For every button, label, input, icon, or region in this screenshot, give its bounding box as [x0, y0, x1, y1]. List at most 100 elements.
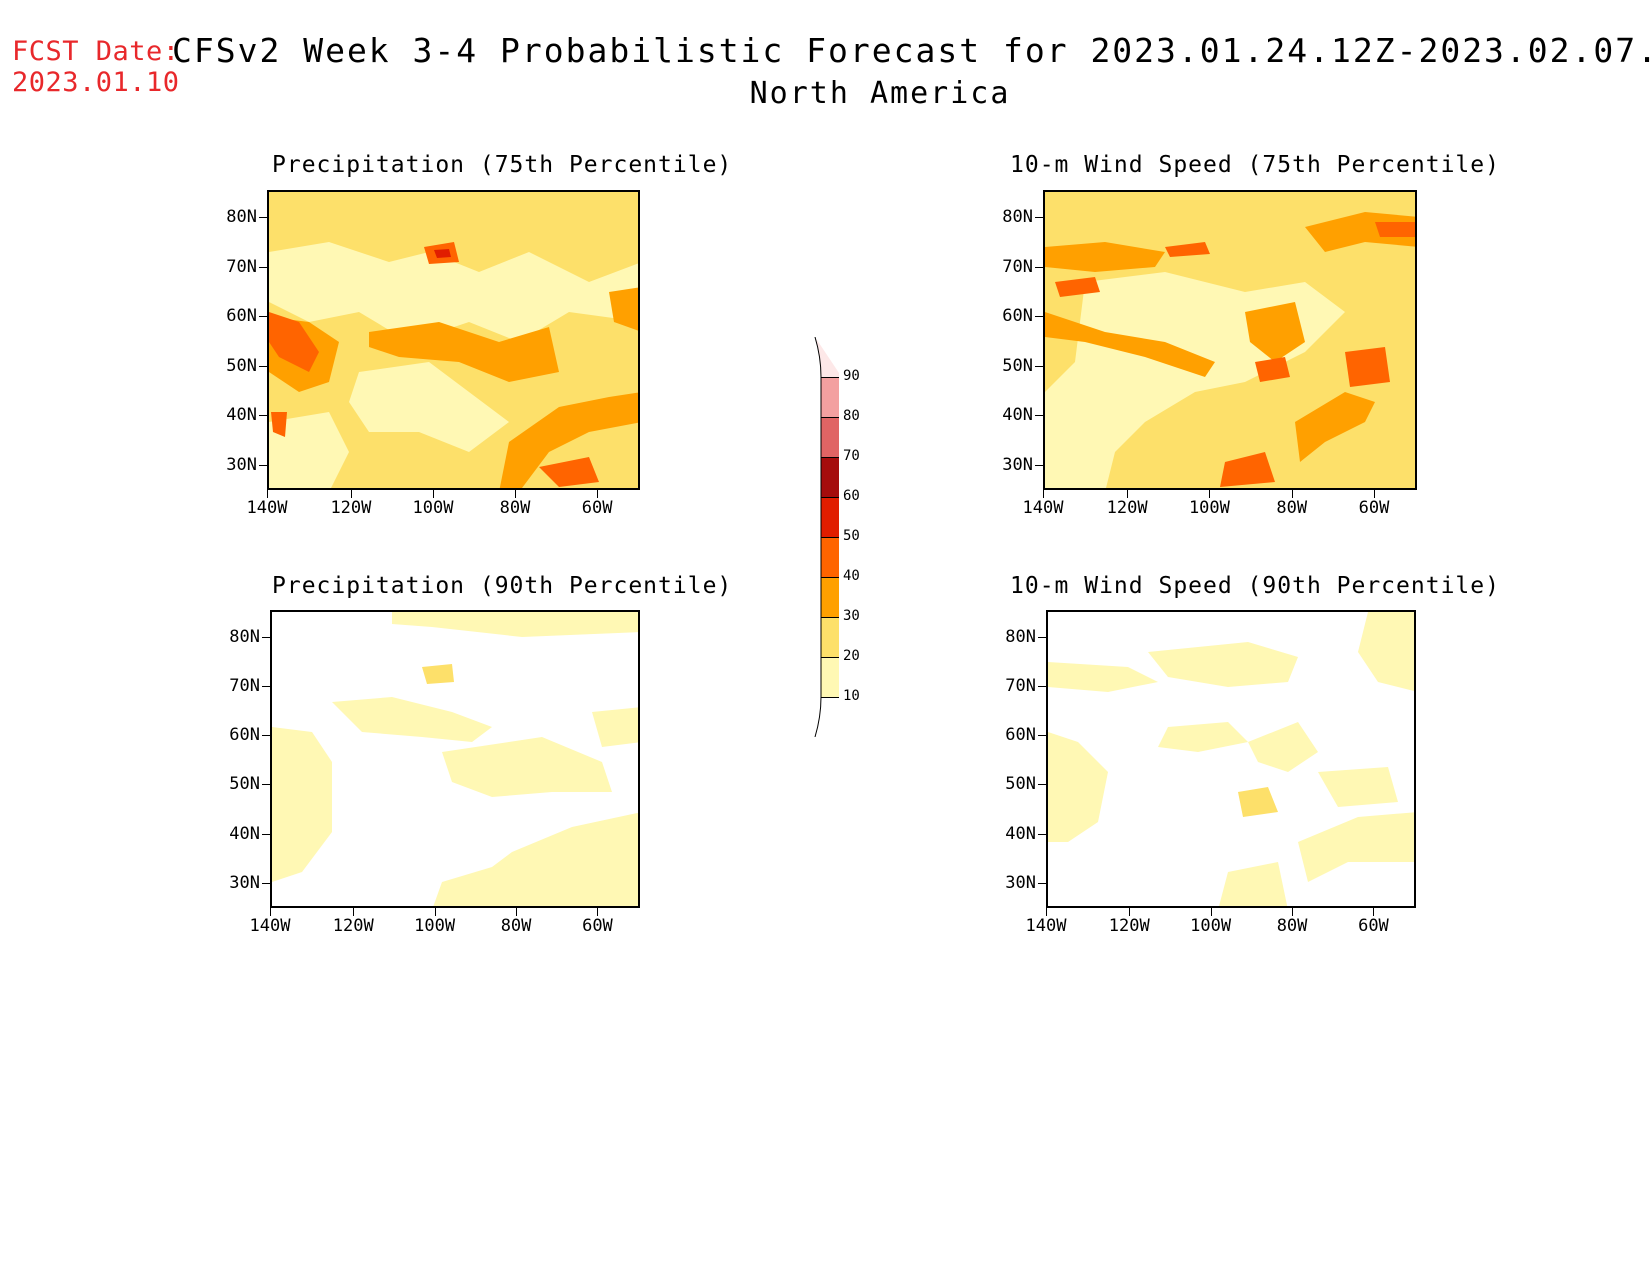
lon-label: 120W [330, 498, 372, 518]
lat-label: 60N [229, 725, 260, 746]
forecast-date-label: FCST Date: 2023.01.10 [12, 36, 180, 98]
lon-tick [1127, 490, 1129, 498]
colorbar-swatch [821, 377, 839, 417]
colorbar-tick [821, 617, 839, 618]
lat-label: 30N [1002, 454, 1033, 475]
lat-label: 70N [226, 256, 257, 277]
map-wind-90 [1046, 610, 1416, 908]
lon-tick [1210, 908, 1212, 916]
colorbar-tick [821, 417, 839, 418]
lat-label: 60N [1005, 725, 1036, 746]
lat-tick [1038, 636, 1046, 638]
fcst-label: FCST Date: [12, 36, 180, 67]
colorbar-swatch [821, 617, 839, 657]
panel-title: 10-m Wind Speed (90th Percentile) [1010, 573, 1500, 599]
colorbar-label: 40 [843, 568, 860, 584]
lat-label: 40N [226, 405, 257, 425]
lon-label: 140W [249, 916, 291, 936]
lon-tick [353, 908, 355, 916]
lat-tick [1038, 784, 1046, 786]
lat-label: 50N [229, 774, 260, 795]
lon-tick [1373, 908, 1375, 916]
lat-label: 80N [226, 207, 257, 227]
lon-label: 100W [412, 498, 454, 518]
lon-tick [516, 908, 518, 916]
lat-tick [262, 636, 270, 638]
lat-tick [1038, 882, 1046, 884]
colorbar-swatch [821, 657, 839, 697]
panel-title: Precipitation (75th Percentile) [272, 152, 733, 178]
lat-tick [1035, 365, 1043, 367]
lat-label: 50N [1005, 774, 1036, 795]
colorbar-label: 70 [843, 448, 860, 464]
lon-tick [1046, 908, 1047, 916]
colorbar-label: 50 [843, 528, 860, 544]
lat-tick [259, 217, 267, 218]
lon-label: 100W [1190, 916, 1232, 936]
lat-tick [1035, 464, 1043, 466]
lat-label: 50N [226, 355, 257, 376]
colorbar-label: 90 [843, 368, 860, 384]
region-title: North America [0, 76, 1650, 111]
lat-tick [259, 415, 267, 416]
lat-label: 50N [1002, 355, 1033, 376]
lat-label: 30N [226, 454, 257, 475]
wind-75-field [1045, 192, 1415, 488]
lon-tick [515, 490, 517, 498]
lon-label: 100W [414, 916, 456, 936]
colorbar-swatch [821, 417, 839, 457]
lon-label: 80W [1276, 916, 1308, 936]
precip-90-field [272, 612, 638, 906]
lat-tick [1035, 266, 1043, 268]
lon-tick [434, 908, 436, 916]
colorbar-tick [821, 457, 839, 458]
lon-tick [350, 490, 352, 498]
lat-label: 60N [226, 306, 257, 326]
colorbar-swatch [821, 497, 839, 537]
map-wind-75 [1043, 190, 1417, 490]
colorbar-tick [821, 577, 839, 578]
lon-label: 60W [582, 916, 613, 936]
lat-label: 60N [1002, 306, 1033, 326]
lon-tick [1043, 490, 1044, 498]
map-precip-90 [270, 610, 640, 908]
lat-label: 80N [1005, 626, 1036, 647]
lon-tick [1373, 490, 1375, 498]
lon-tick [1291, 490, 1293, 498]
lat-tick [259, 365, 267, 367]
lon-label: 60W [1358, 916, 1389, 936]
lat-tick [259, 316, 267, 317]
colorbar-swatch [821, 537, 839, 577]
lat-label: 70N [1002, 256, 1033, 277]
colorbar-label: 80 [843, 408, 860, 424]
lon-tick [597, 908, 599, 916]
colorbar-label: 30 [843, 608, 860, 624]
lon-label: 80W [499, 498, 531, 518]
lat-label: 80N [1002, 207, 1033, 227]
colorbar-swatch [821, 577, 839, 617]
colorbar-swatches [814, 336, 839, 738]
lat-tick [1035, 217, 1043, 218]
lat-label: 40N [1005, 823, 1036, 844]
lon-label: 60W [581, 498, 613, 518]
lat-tick [262, 833, 270, 835]
colorbar-tick [821, 657, 839, 658]
lon-label: 140W [246, 498, 288, 518]
lon-tick [1209, 490, 1211, 498]
main-title: CFSv2 Week 3-4 Probabilistic Forecast fo… [172, 31, 1650, 70]
lon-tick [1129, 908, 1131, 916]
lon-tick [270, 908, 271, 916]
colorbar-label: 60 [843, 488, 860, 504]
lon-label: 100W [1188, 498, 1230, 518]
lon-tick [597, 490, 599, 498]
colorbar-label: 10 [843, 688, 860, 704]
lat-tick [262, 784, 270, 786]
lat-tick [1035, 316, 1043, 317]
lon-label: 60W [1358, 498, 1390, 518]
lat-tick [1038, 685, 1046, 687]
lat-tick [259, 464, 267, 466]
fcst-date: 2023.01.10 [12, 67, 180, 98]
panel-title: 10-m Wind Speed (75th Percentile) [1010, 152, 1500, 178]
colorbar-tick [821, 697, 839, 698]
lon-tick [432, 490, 434, 498]
